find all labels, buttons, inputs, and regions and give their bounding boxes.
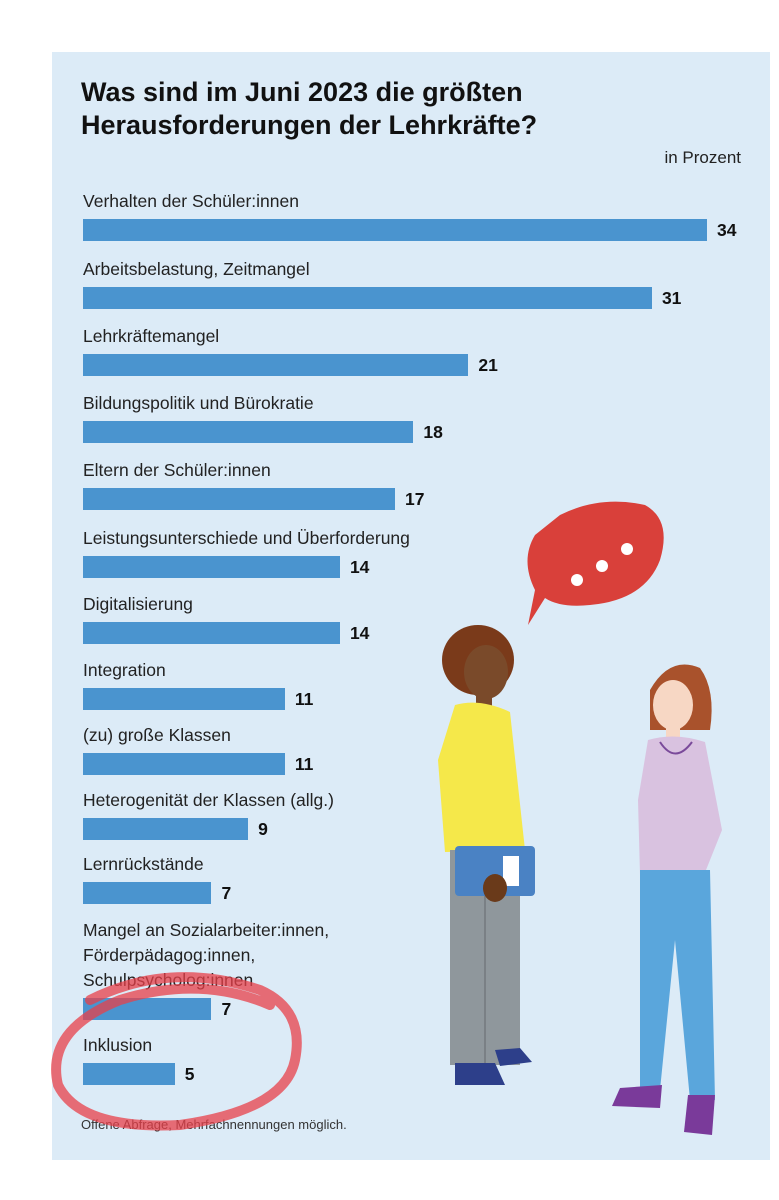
- chart-title: Was sind im Juni 2023 die größten Heraus…: [81, 77, 538, 140]
- category-label: Integration: [83, 660, 166, 680]
- bar: [83, 354, 469, 376]
- speech-bubble: [527, 501, 664, 625]
- value-label: 17: [405, 489, 425, 509]
- bar: [83, 622, 340, 644]
- bubble-dot: [571, 574, 583, 586]
- bubble-dot: [596, 560, 608, 572]
- category-label: Lernrückstände: [83, 854, 204, 874]
- category-label: Verhalten der Schüler:innen: [83, 191, 299, 211]
- category-label: (zu) große Klassen: [83, 725, 231, 745]
- bar: [83, 488, 395, 510]
- value-label: 11: [294, 754, 314, 774]
- bar: [83, 287, 652, 309]
- category-label: Inklusion: [83, 1035, 153, 1055]
- value-label: 14: [349, 623, 370, 643]
- bar: [83, 1063, 175, 1085]
- category-label: Digitalisierung: [83, 594, 193, 614]
- bar: [83, 882, 212, 904]
- category-label: Arbeitsbelastung, Zeitmangel: [83, 259, 310, 279]
- value-label: 31: [661, 288, 682, 308]
- bar: [83, 818, 249, 840]
- person-left: [438, 625, 535, 1085]
- value-label: 7: [221, 999, 232, 1019]
- value-label: 18: [423, 422, 443, 442]
- category-label: Eltern der Schüler:innen: [83, 460, 271, 480]
- circle-annotation: [51, 972, 302, 1131]
- value-label: 9: [258, 819, 268, 839]
- bar: [83, 688, 285, 710]
- value-label: 21: [478, 355, 498, 375]
- category-label: Leistungsunterschiede und Überforderung: [83, 528, 410, 548]
- person-right: [612, 664, 722, 1135]
- value-label: 34: [717, 220, 737, 240]
- value-label: 14: [349, 557, 370, 577]
- bar: [83, 219, 707, 241]
- bar: [83, 421, 414, 443]
- category-label: Bildungspolitik und Bürokratie: [83, 393, 314, 413]
- category-label: Lehrkräftemangel: [83, 326, 220, 346]
- bubble-dot: [621, 543, 633, 555]
- bar: [83, 556, 340, 578]
- value-label: 11: [294, 689, 314, 709]
- value-label: 5: [184, 1064, 195, 1084]
- unit-label: in Prozent: [664, 148, 741, 167]
- value-label: 7: [221, 883, 232, 903]
- category-label: Heterogenität der Klassen (allg.): [83, 790, 334, 810]
- bar: [83, 753, 285, 775]
